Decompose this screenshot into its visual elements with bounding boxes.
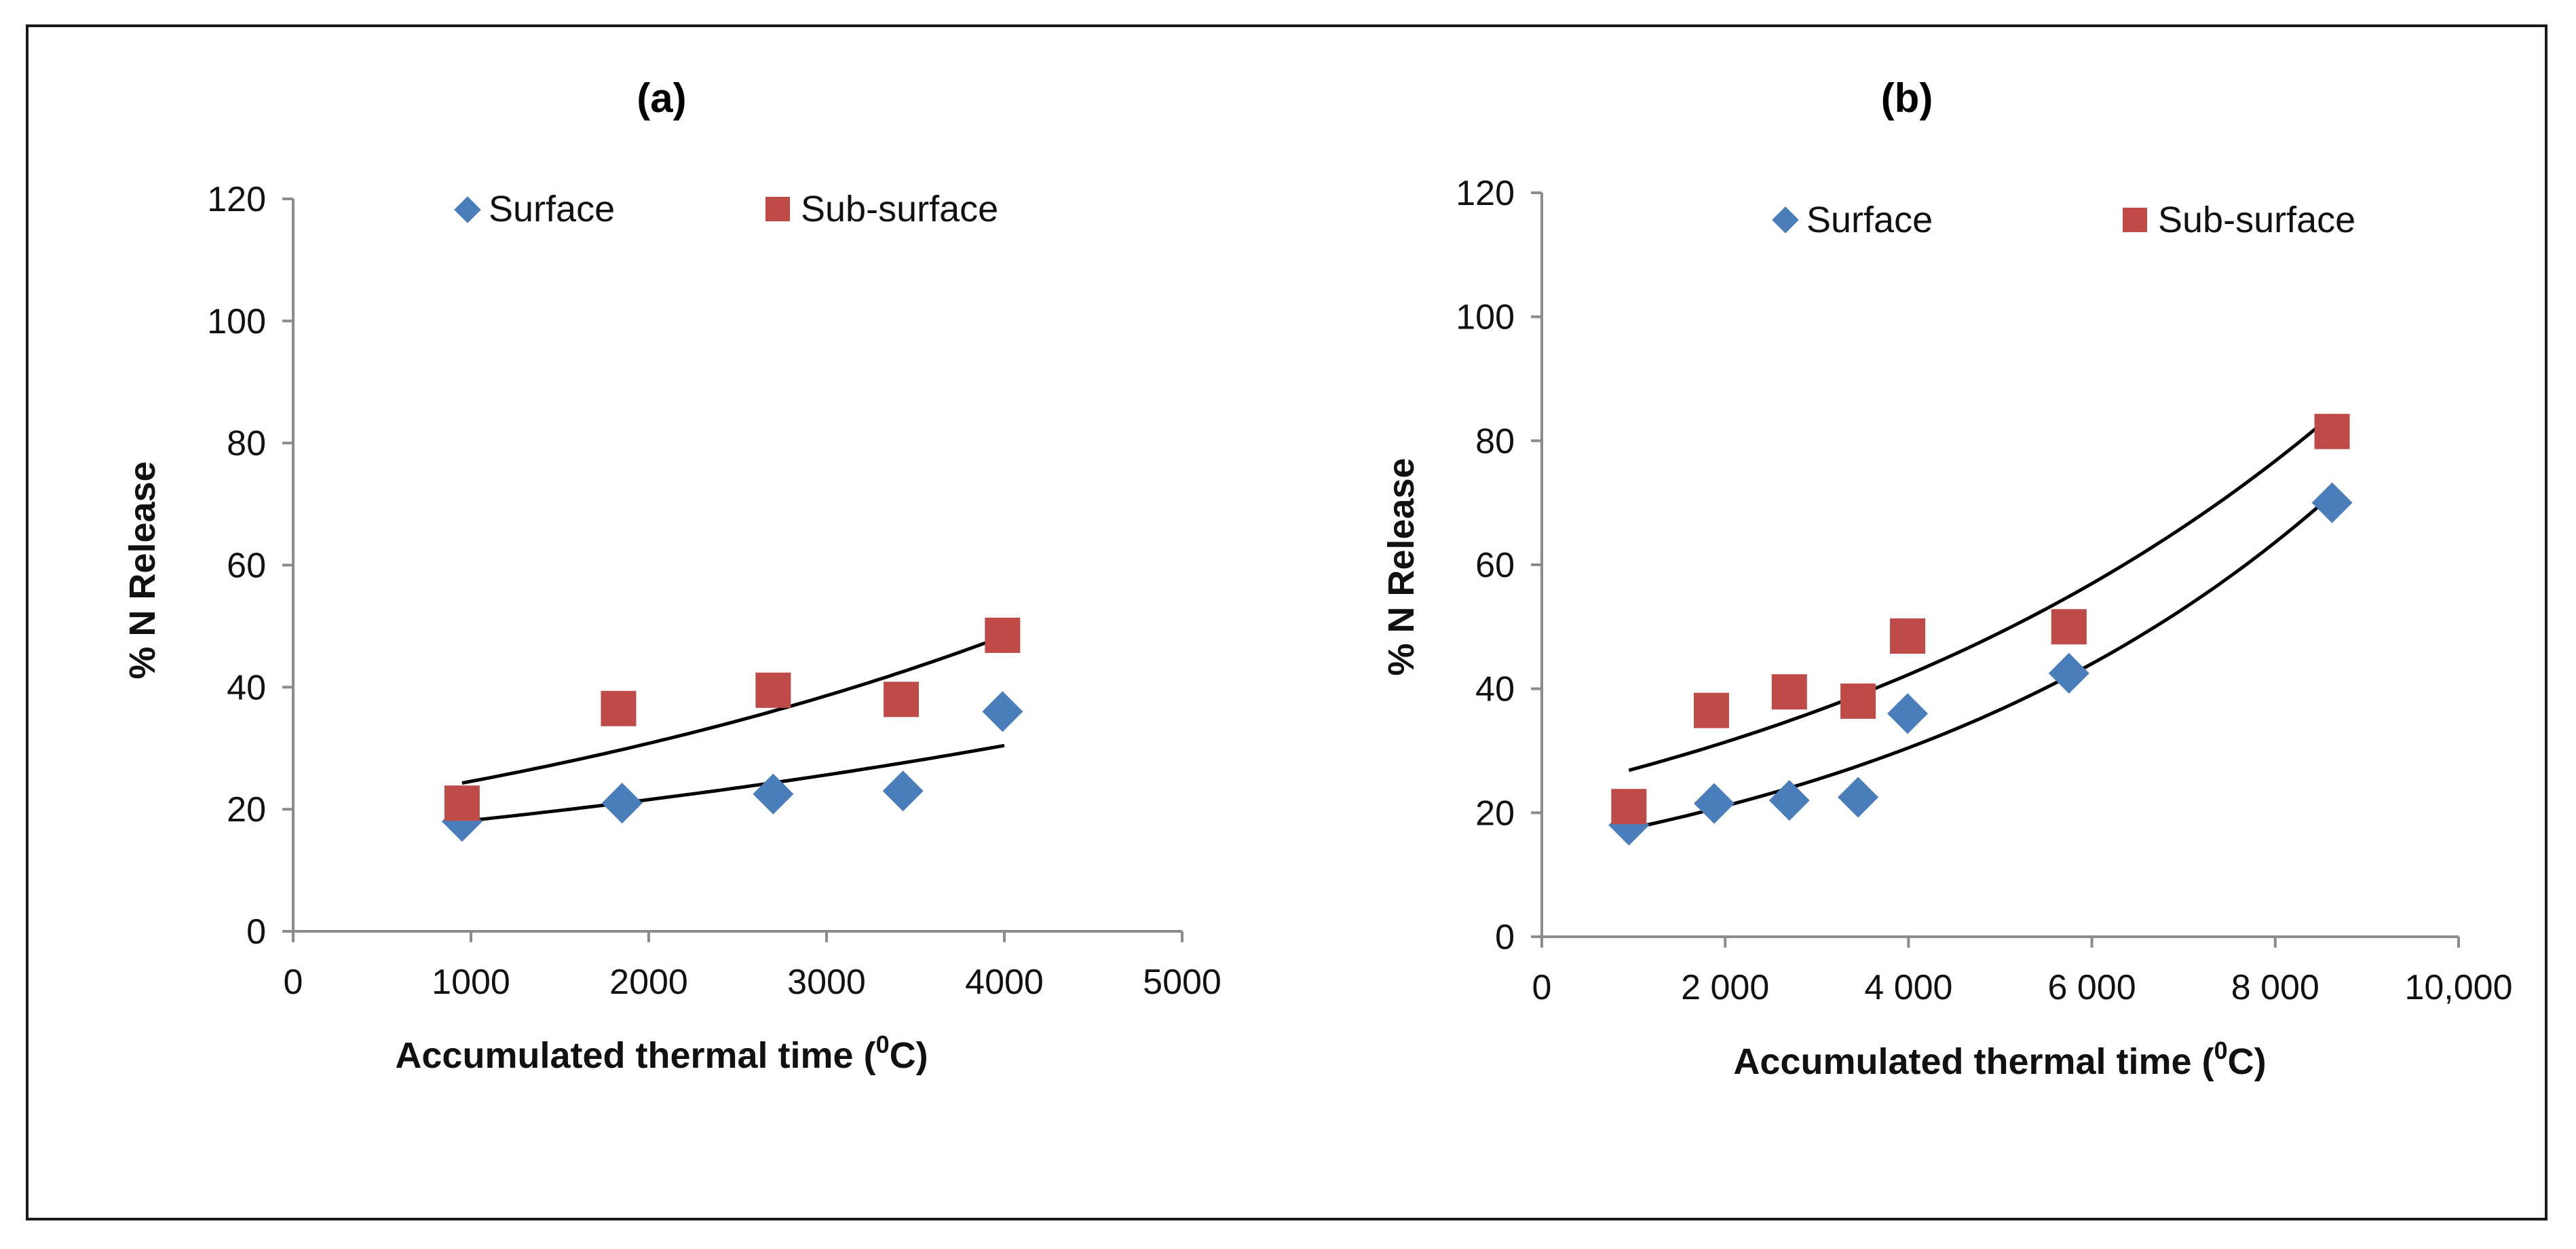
chart-a-y-axis-label: % N Release [122,461,163,679]
surface-point [753,773,794,815]
chart-a-points [441,617,1023,842]
y-tick-label: 120 [207,180,266,219]
chart-b: (b) Surface Sub-surface 0204060801001200… [1381,75,2513,1082]
y-tick-label: 100 [1456,298,1515,337]
y-tick-label: 80 [227,424,266,464]
x-tick-label: 8 000 [2231,968,2319,1007]
subsurface-point [444,785,480,821]
trendline-surface [461,743,1005,823]
y-tick-label: 0 [246,912,266,952]
x-tick-label: 5000 [1143,963,1221,1002]
x-tick-label: 1000 [432,963,510,1002]
surface-point [601,783,643,824]
subsurface-point [1693,692,1729,728]
chart-b-legend-subsurface-marker [2123,208,2147,232]
subsurface-point [755,672,791,708]
chart-a-x-axis-label: Accumulated thermal time (0C) [395,1030,928,1076]
trendline-sub-surface [1628,413,2334,772]
chart-a-legend-surface-marker [454,196,481,223]
y-tick-label: 40 [1475,670,1515,709]
x-tick-label: 4000 [965,963,1044,1002]
chart-b-legend-surface-marker [1772,206,1799,234]
trendline-sub-surface [461,634,1005,785]
surface-point [982,691,1023,732]
surface-point [1693,783,1735,824]
y-tick-label: 20 [1475,794,1515,833]
subsurface-point [1840,683,1876,719]
surface-point [2048,652,2089,694]
chart-a-legend-subsurface-label: Sub-surface [801,189,998,229]
trendline-surface [1628,493,2334,831]
chart-a: (a) Surface Sub-surface 0204060801001200… [122,75,1221,1076]
subsurface-point [601,690,637,726]
surface-point [1838,777,1879,818]
subsurface-point [884,682,920,717]
chart-b-title: (b) [1881,75,1933,121]
y-tick-label: 20 [227,790,266,829]
chart-a-tick-labels: 0 20 40 60 80 100 120 0 1000 2000 3000 4000 5000 [207,180,1221,1002]
chart-b-x-axis-label: Accumulated thermal time (0C) [1733,1037,2266,1082]
subsurface-point [2051,609,2087,645]
x-tick-label: 2000 [609,963,688,1002]
subsurface-point [2314,413,2350,449]
chart-a-axes [282,198,1183,942]
chart-b-y-axis-label: % N Release [1381,458,1422,675]
chart-a-legend-subsurface-marker [765,197,790,221]
y-tick-label: 100 [207,302,266,341]
y-tick-label: 60 [227,546,266,586]
chart-b-trendlines [1628,413,2334,831]
y-tick-label: 40 [227,668,266,707]
subsurface-point [1611,789,1647,825]
x-tick-label: 4 000 [1864,968,1952,1007]
subsurface-point [1771,674,1807,710]
subsurface-point [985,617,1021,653]
surface-point [1887,693,1929,734]
chart-a-title: (a) [637,75,686,121]
chart-b-legend-surface-label: Surface [1806,200,1933,240]
chart-a-trendlines [461,634,1005,823]
y-tick-label: 120 [1456,174,1515,213]
x-tick-label: 3000 [787,963,866,1002]
x-tick-label: 10,000 [2404,968,2512,1007]
chart-b-tick-labels: 0 20 40 60 80 100 120 0 2 000 4 000 6 000 8 000 10,0… [1456,174,2512,1007]
x-tick-label: 0 [284,963,303,1002]
surface-point [1768,780,1810,821]
x-tick-label: 0 [1532,968,1552,1007]
x-tick-label: 6 000 [2048,968,2136,1007]
chart-b-axes [1531,191,2460,948]
surface-point [2311,482,2353,523]
chart-a-legend-surface-label: Surface [489,189,615,229]
chart-a-legend: Surface Sub-surface [454,189,998,229]
surface-point [882,770,924,812]
y-tick-label: 80 [1475,422,1515,461]
y-tick-label: 0 [1495,918,1515,957]
x-tick-label: 2 000 [1681,968,1769,1007]
chart-b-legend: Surface Sub-surface [1772,200,2355,240]
chart-b-legend-subsurface-label: Sub-surface [2158,200,2355,240]
figure-frame [26,24,2547,1220]
y-tick-label: 60 [1475,546,1515,585]
subsurface-point [1890,618,1926,654]
chart-b-points [1608,413,2353,846]
